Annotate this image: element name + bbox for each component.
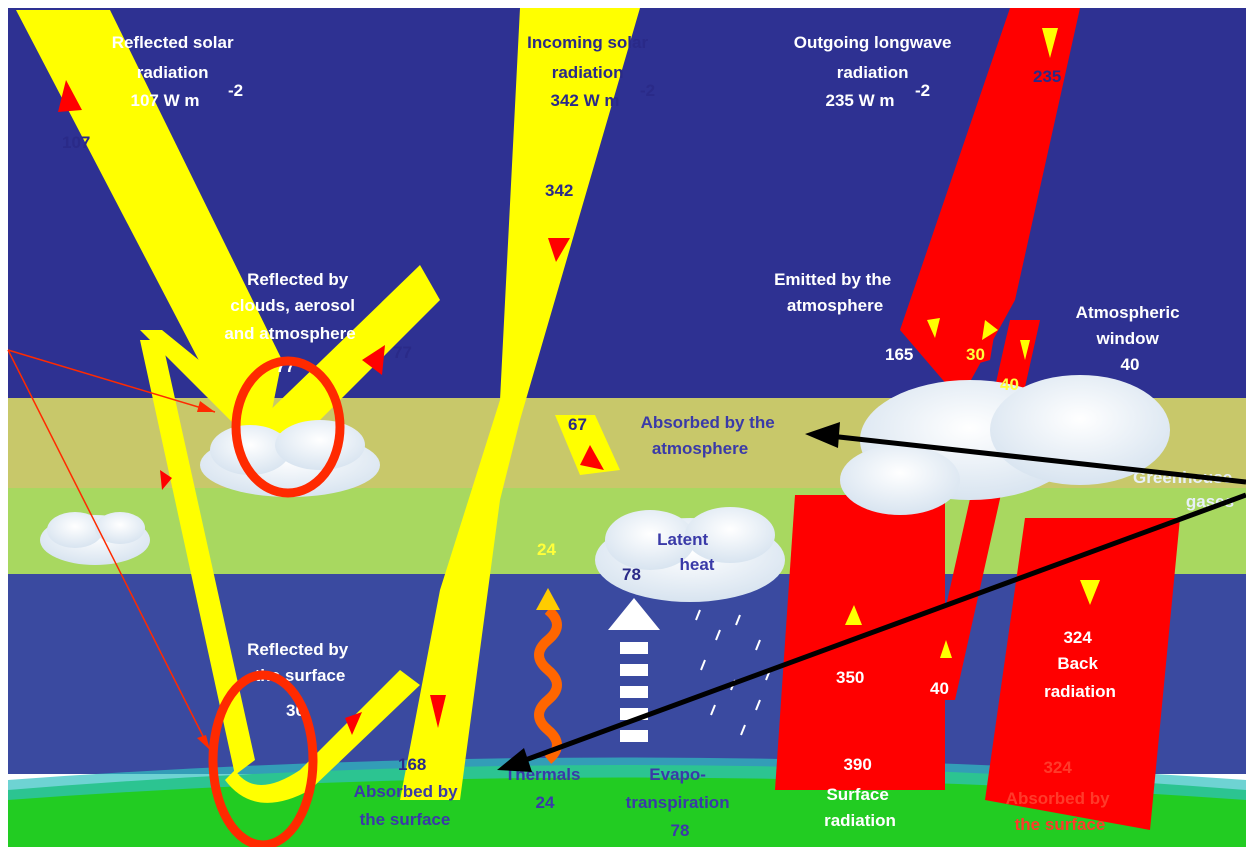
incoming-solar-beam (400, 8, 640, 800)
arrow-165 (927, 318, 940, 338)
value-67: 67 (568, 415, 587, 434)
outgoing-longwave-exponent: -2 (915, 81, 930, 100)
annotation-circle-surface (208, 670, 318, 847)
emitted-atmosphere-label: Emitted by the atmosphere (774, 270, 896, 315)
arrow-235 (1042, 28, 1058, 58)
cloud-middle (200, 420, 380, 497)
thermals-arrow-head (536, 588, 560, 610)
absorbed-surface-right-label: 324 Absorbed by the surface (1006, 758, 1115, 834)
back-radiation-label: 324 Back radiation (1044, 628, 1116, 701)
reflected-surface-left-arm (140, 340, 255, 775)
incoming-solar-exponent: -2 (640, 81, 655, 100)
value-40-window: 40 (1000, 375, 1019, 394)
arrow-107 (58, 80, 82, 112)
reflected-solar-beam (16, 10, 282, 420)
thermals-arrow (534, 606, 562, 764)
arrow-40-window (1020, 340, 1030, 360)
evapotranspiration-label: Evapo- transpiration 78 (626, 765, 735, 840)
reflected-solar-exponent: -2 (228, 81, 243, 100)
absorbed-surface-left-label: Absorbed by the surface (354, 782, 463, 829)
annotations (7, 349, 1246, 847)
value-30-emitted: 30 (966, 345, 985, 364)
latent-heat-label: Latent heat (657, 530, 715, 574)
arrow-350 (845, 605, 862, 625)
annotation-thin-arrowhead-top (197, 401, 215, 412)
arrow-40-surface (940, 640, 952, 658)
text-labels: Reflected solar radiation 107 W m -2 Inc… (62, 33, 1234, 840)
value-342: 342 (545, 181, 573, 200)
value-40-surface: 40 (930, 679, 949, 698)
annotation-arrow-atmosphere (829, 433, 1246, 485)
reflected-clouds-left-arm (140, 330, 285, 450)
evapotranspiration-arrow (608, 598, 660, 742)
value-107: 107 (62, 133, 90, 152)
cloud-latent-heat (595, 507, 785, 602)
value-165: 165 (885, 345, 913, 364)
value-78: 78 (622, 565, 641, 584)
reflected-clouds-label: Reflected by clouds, aerosol and atmosph… (224, 270, 359, 343)
value-24: 24 (537, 540, 556, 559)
direction-arrows (58, 28, 1100, 735)
absorbed-atmosphere-arm (555, 415, 620, 475)
arrow-342 (548, 238, 570, 262)
arrow-30 (982, 320, 998, 340)
arrow-down-left (160, 470, 172, 490)
annotation-thin-arrowhead-bottom (197, 735, 210, 750)
absorbed-atmosphere-label: Absorbed by the atmosphere (641, 413, 780, 458)
surface-radiation-label: 390 Surface radiation (824, 755, 896, 830)
annotation-thin-line-top (7, 349, 216, 413)
arrow-324 (1080, 580, 1100, 605)
arrow-77 (362, 345, 385, 375)
annotation-arrowhead-atmosphere (805, 422, 840, 448)
reflected-solar-title: Reflected solar radiation 107 W m (112, 33, 239, 110)
surface-radiation-block (775, 495, 945, 790)
annotation-arrowhead-surface (497, 748, 532, 772)
annotation-thin-line-bottom (7, 349, 211, 751)
cloud-left-small (40, 512, 150, 565)
back-radiation-block (985, 518, 1180, 830)
arrow-67 (580, 445, 604, 470)
outgoing-longwave-beam (900, 8, 1080, 400)
arrow-reflected-surface (345, 712, 362, 735)
value-235: 235 (1033, 67, 1061, 86)
emitted-atmosphere-30 (955, 300, 1000, 370)
reflected-surface-loop (225, 670, 420, 803)
incoming-solar-title: Incoming solar radiation 342 W m (527, 33, 653, 110)
value-168: 168 (398, 755, 426, 774)
reflected-clouds-right-arm (260, 265, 440, 440)
outgoing-longwave-title: Outgoing longwave radiation 235 W m (794, 33, 956, 110)
annotation-circle-clouds (231, 356, 345, 498)
arrow-168 (430, 695, 446, 728)
value-350: 350 (836, 668, 864, 687)
value-77-arm: 77 (393, 343, 412, 362)
atmospheric-window-label: Atmospheric window 40 (1076, 303, 1185, 374)
annotation-arrow-surface (519, 492, 1246, 765)
